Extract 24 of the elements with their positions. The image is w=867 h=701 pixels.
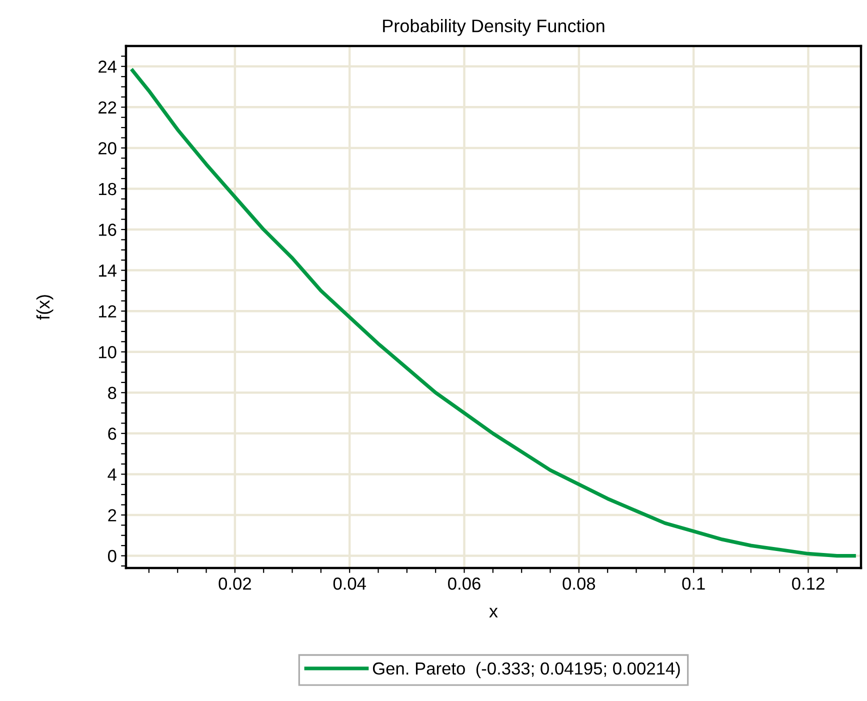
y-tick-label: 6 bbox=[108, 428, 116, 440]
x-tick-label: 0.06 bbox=[448, 577, 480, 590]
x-tick-label: 0.08 bbox=[562, 577, 596, 590]
y-tick-label: 10 bbox=[98, 346, 116, 358]
y-tick-label: 4 bbox=[108, 468, 116, 480]
y-axis-title: f(x) bbox=[36, 295, 54, 320]
y-tick-label: 14 bbox=[98, 264, 116, 277]
y-tick-label: 0 bbox=[108, 550, 116, 562]
x-axis-title: x bbox=[489, 608, 498, 618]
y-tick-label: 24 bbox=[98, 60, 116, 73]
y-tick-label: 12 bbox=[98, 305, 116, 318]
y-tick-label: 16 bbox=[98, 224, 116, 236]
legend-label: Gen. Pareto (-0.333; 0.04195; 0.00214) bbox=[372, 662, 680, 678]
y-tick-label: 20 bbox=[98, 142, 116, 154]
line-series bbox=[130, 68, 856, 558]
x-tick-label: 0.1 bbox=[682, 577, 705, 590]
x-tick-label: 0.04 bbox=[333, 577, 366, 590]
x-tick-label: 0.02 bbox=[218, 577, 251, 590]
y-tick-label: 8 bbox=[108, 386, 116, 400]
y-tick-label: 22 bbox=[98, 101, 116, 114]
chart-title: Probability Density Function bbox=[383, 19, 604, 36]
y-tick-label: 18 bbox=[98, 182, 116, 196]
y-tick-label: 2 bbox=[108, 509, 116, 522]
x-tick-label: 0.12 bbox=[792, 577, 824, 590]
